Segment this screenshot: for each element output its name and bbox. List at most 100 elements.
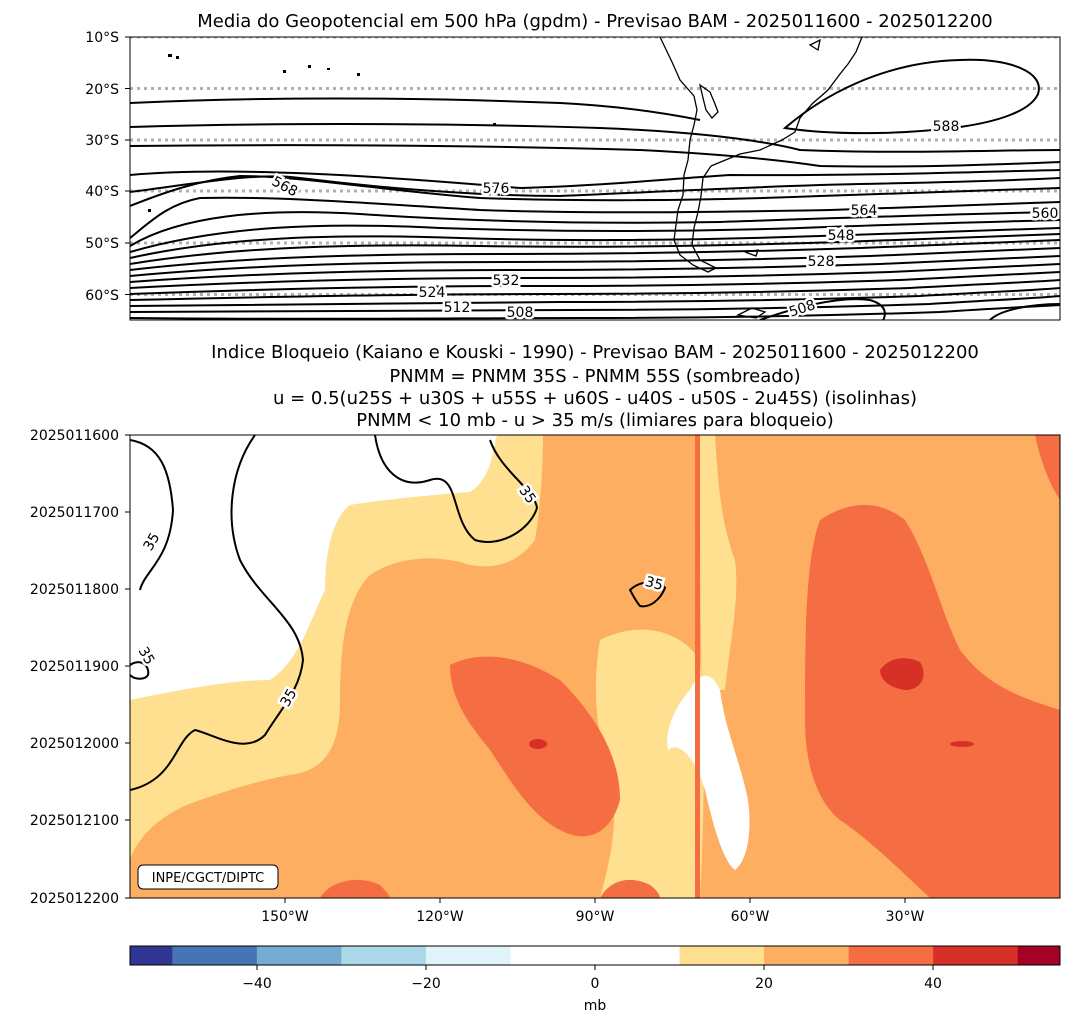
bottom-x-tick: 90°W [576,898,614,925]
contour-label: 524 [419,285,446,301]
colorbar-segment [848,946,934,965]
colorbar-tick: 20 [755,965,773,992]
contour-516 [130,295,1060,313]
u-contour-35-closed [628,581,667,608]
yellow-band-meridional [700,435,737,690]
contour-label: 528 [808,254,835,270]
bottom-x-tick: 120°W [416,898,464,925]
bottom-title-line-4: PNMM < 10 mb - u > 35 m/s (limiares para… [356,410,833,431]
bottom-x-tick-label: 150°W [261,909,309,925]
colorbar-segment [1017,946,1061,965]
contour-north-2 [130,123,1060,153]
top-y-tick-label: 40°S [85,184,119,200]
bottom-plot-content [130,435,1060,898]
shade-40-50 [880,658,924,690]
watermark-text: INPE/CGCT/DIPTC [152,871,264,886]
top-plot-frame [129,36,1061,321]
island [357,73,360,76]
bottom-y-tick-label: 2025012000 [30,736,119,752]
colorbar-segment [130,946,173,965]
bottom-x-tick: 60°W [731,898,769,925]
contour-label: 588 [933,119,960,135]
colorbar: −40 −20 0 20 40 mb [129,945,1061,1014]
u-contour-35-central [374,435,539,543]
contour-label: 548 [828,228,855,244]
contour-552 [130,227,1060,259]
colorbar-segment [679,946,765,965]
u-contour-35-edge [130,661,150,680]
island [327,68,330,70]
bottom-x-tick: 150°W [261,898,309,925]
top-plot-content [130,37,1060,320]
top-y-tick: 60°S [85,288,130,304]
bottom-title-line-3: u = 0.5(u25S + u30S + u55S + u60S - u40S… [273,388,917,409]
colorbar-tick: 40 [924,965,942,992]
bottom-y-tick-label: 2025011700 [30,505,119,521]
top-y-tick-label: 20°S [85,82,119,98]
bottom-y-tick: 2025011600 [30,428,130,444]
island [308,65,311,68]
colorbar-ticks: −40 −20 0 20 40 [242,965,942,992]
contour-536 [130,255,1060,283]
colorbar-segment [172,946,258,965]
colorbar-segment [425,946,511,965]
bottom-y-tick-label: 2025012200 [30,891,119,907]
shade-30-40-south [320,879,660,898]
contour-588-closed [782,58,1040,135]
top-y-axis: 10°S 20°S 30°S 40°S 50°S 60°S [85,30,130,304]
shade-40-50-small [950,741,974,747]
colorbar-segments [130,946,1061,965]
bottom-y-tick-label: 2025011900 [30,659,119,675]
bottom-y-tick-label: 2025012100 [30,813,119,829]
top-y-tick-label: 10°S [85,30,119,46]
contour-564 [130,196,1060,239]
bottom-x-tick-label: 30°W [886,909,925,925]
contour-512 [130,304,1060,320]
shade-30-40-northeast [1035,435,1060,500]
top-y-tick: 30°S [85,133,130,149]
bottom-y-axis: 2025011600 2025011700 2025011800 2025011… [30,428,130,907]
island [493,123,496,125]
contour-label: 512 [444,300,471,316]
top-y-tick-label: 50°S [85,236,119,252]
colorbar-tick-label: −20 [411,976,441,992]
bottom-panel: Indice Bloqueio (Kaiano e Kouski - 1990)… [30,342,1061,925]
contour-north-1 [130,97,701,121]
island [283,70,286,73]
island [148,209,151,212]
top-y-tick: 40°S [85,184,130,200]
contour-north-3 [130,144,1060,168]
colorbar-tick-label: 0 [591,976,600,992]
bottom-y-tick: 2025012000 [30,736,130,752]
top-y-tick-label: 30°S [85,133,119,149]
colorbar-tick-label: 20 [755,976,773,992]
bottom-y-tick: 2025012200 [30,891,130,907]
contour-556 [130,219,1060,253]
contour-520 [130,287,1060,307]
colorbar-tick: −20 [411,965,441,992]
shade-30-40-east [805,505,1060,898]
bottom-x-tick-label: 120°W [416,909,464,925]
bottom-x-tick: 30°W [886,898,925,925]
colorbar-label: mb [584,998,607,1014]
contour-544 [130,239,1060,271]
u-contour-35-west [130,439,175,591]
geopotential-contours [130,58,1060,320]
colorbar-tick: 0 [591,965,600,992]
colorbar-segment [764,946,850,965]
contour-576 [130,169,1060,190]
top-panel: Media do Geopotencial em 500 hPa (gpdm) … [85,11,1061,324]
colorbar-tick-label: −40 [242,976,272,992]
contour-568 [130,174,1060,207]
bottom-y-tick-label: 2025011600 [30,428,119,444]
white-hole-central-top [667,675,750,870]
contour-528 [130,271,1060,295]
colorbar-segment [256,946,342,965]
small-islands [148,54,496,212]
bottom-y-tick: 2025011800 [30,582,130,598]
shade-40-50-small [529,739,547,749]
contour-508-far-east [989,303,1060,320]
contour-label: 560 [1032,206,1059,222]
colorbar-segment [510,946,681,965]
